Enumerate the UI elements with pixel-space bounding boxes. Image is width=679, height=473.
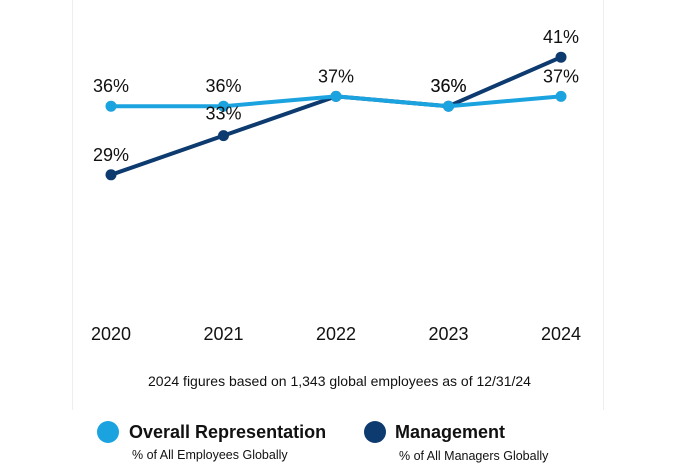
x-tick-label-2020: 2020 xyxy=(91,324,131,344)
point-overall-2021 xyxy=(218,100,229,112)
data-label-management-2021: 33% xyxy=(205,104,241,124)
frame-left-line xyxy=(72,0,73,410)
legend-title-overall: Overall Representation xyxy=(129,422,327,442)
point-management-2024 xyxy=(555,51,567,63)
data-label-overall-2023: 36% xyxy=(430,76,466,96)
legend-dot-overall xyxy=(97,421,119,443)
point-overall-2022 xyxy=(330,90,342,102)
line-chart: 2020 2021 2022 2023 2024 29% 33% 36% 41% 36% 36% 37… xyxy=(91,27,581,344)
point-overall-2024 xyxy=(555,90,567,102)
x-tick-label-2022: 2022 xyxy=(316,324,356,344)
data-label-management-2020: 29% xyxy=(93,145,129,165)
point-overall-2023 xyxy=(443,100,454,112)
x-tick-label-2023: 2023 xyxy=(428,324,468,344)
legend-dot-management xyxy=(364,421,386,443)
data-label-management-2023: 36% xyxy=(430,76,466,96)
point-overall-2020 xyxy=(105,100,117,112)
data-label-overall-2022: 37% xyxy=(318,66,354,86)
data-label-management-2024: 41% xyxy=(543,27,579,47)
data-note: 2024 figures based on 1,343 global emplo… xyxy=(148,373,531,389)
x-tick-label-2024: 2024 xyxy=(541,324,581,344)
legend-title-management: Management xyxy=(395,422,506,442)
frame-right-line xyxy=(603,0,604,410)
point-management-2020 xyxy=(105,169,117,181)
data-label-overall-2021: 36% xyxy=(205,76,241,96)
data-label-overall-2020: 36% xyxy=(93,76,129,96)
data-label-overall-2024: 37% xyxy=(543,66,579,86)
legend-subtitle-overall: % of All Employees Globally xyxy=(132,448,288,462)
point-management-2021 xyxy=(218,130,229,142)
x-tick-label-2021: 2021 xyxy=(203,324,243,344)
legend-subtitle-management: % of All Managers Globally xyxy=(399,449,549,463)
